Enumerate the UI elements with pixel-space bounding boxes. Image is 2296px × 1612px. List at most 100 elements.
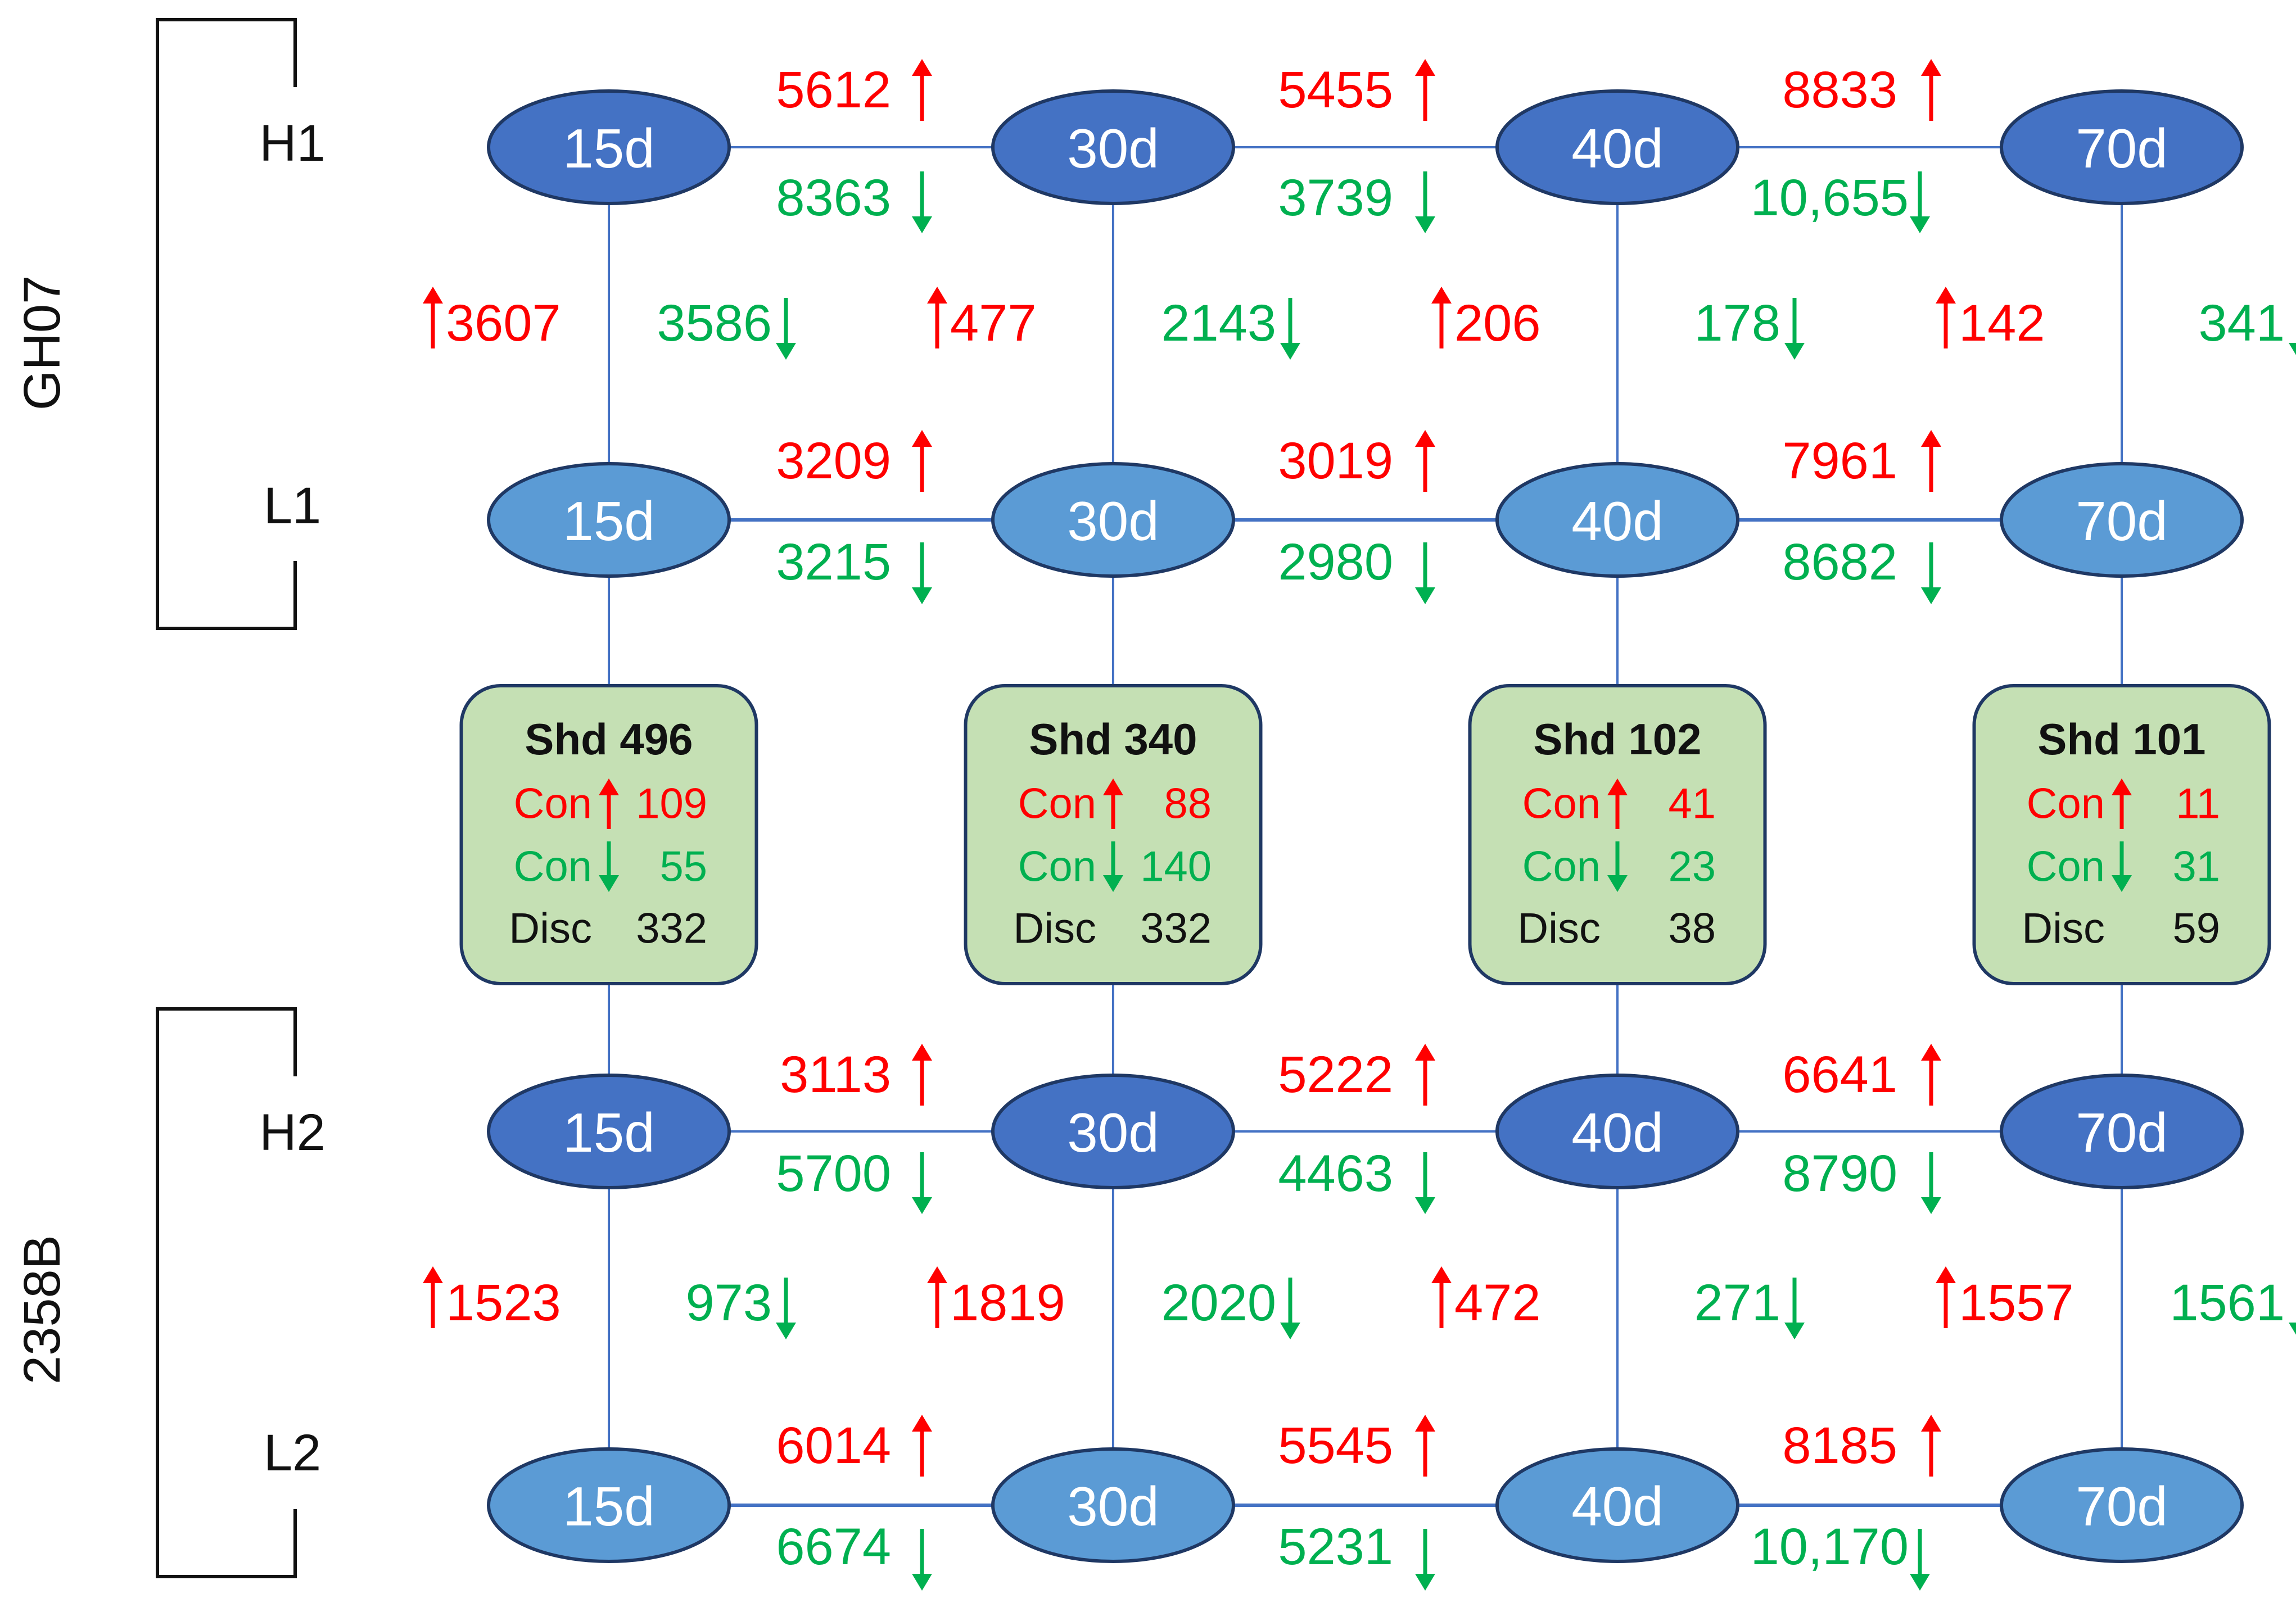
row-label-l2: L2 (264, 1424, 321, 1482)
con-up-count: 11 (2176, 780, 2220, 828)
disc-label: Disc (509, 905, 592, 953)
edge-down-count: 8363 (776, 169, 891, 227)
node-shape (991, 462, 1235, 578)
con-up-label: Con (1018, 780, 1096, 828)
up-arrow-icon (1415, 1044, 1435, 1106)
box-shape (459, 684, 758, 985)
node-l2-15d: 15d (487, 1447, 731, 1563)
node-label: 40d (1571, 1102, 1664, 1163)
up-arrow-icon (1431, 1266, 1452, 1328)
up-arrow-icon (1103, 778, 1123, 829)
node-l1-30d: 30d (991, 462, 1235, 578)
vertical-up-count: 1819 (950, 1274, 1065, 1332)
vertical-down-count: 178 (1694, 295, 1781, 352)
node-label: 30d (1067, 490, 1159, 552)
box-shape (964, 684, 1263, 985)
vertical-down-count: 271 (1694, 1274, 1781, 1332)
vertical-down-count: 2143 (1161, 295, 1276, 352)
con-up-count: 109 (636, 780, 707, 828)
up-arrow-icon (1921, 1415, 1941, 1477)
down-arrow-icon (599, 841, 619, 892)
node-label: 30d (1067, 1102, 1159, 1163)
edge-down-count: 5700 (776, 1145, 891, 1202)
node-label: 40d (1571, 1475, 1664, 1537)
up-arrow-icon (1431, 287, 1452, 348)
node-shape (2000, 462, 2244, 578)
box-title: Shd 102 (1533, 714, 1701, 764)
edge-down-count: 8682 (1782, 533, 1897, 591)
edge-down-count: 6674 (776, 1518, 891, 1575)
con-down-label: Con (1018, 843, 1096, 891)
node-shape (1495, 1074, 1739, 1189)
up-arrow-icon (599, 778, 619, 829)
node-label: 70d (2076, 490, 2168, 552)
shared-deg-boxes: Shd 496 Con 109 Con 55 Disc 332 Shd 340 Con 88 Con… (459, 684, 2271, 985)
up-arrow-icon (1415, 1415, 1435, 1477)
down-arrow-icon (1415, 1529, 1435, 1591)
up-arrow-icon (1607, 778, 1628, 829)
box-title: Shd 496 (525, 714, 693, 764)
edge-up-count: 6641 (1782, 1046, 1897, 1103)
edge-up-count: 3113 (780, 1046, 891, 1103)
node-shape (1495, 462, 1739, 578)
node-label: 30d (1067, 117, 1159, 179)
row-label-h2: H2 (259, 1104, 326, 1161)
node-shape (2000, 1074, 2244, 1189)
vertical-down-count: 973 (686, 1274, 772, 1332)
vertical-up-count: 472 (1454, 1274, 1541, 1332)
down-arrow-icon (1280, 298, 1300, 360)
con-up-count: 88 (1164, 780, 1212, 828)
shared-box-3: Shd 102 Con 41 Con 23 Disc 38 (1468, 684, 1767, 985)
down-arrow-icon (1921, 1152, 1941, 1214)
up-arrow-icon (1415, 430, 1435, 492)
disc-label: Disc (1517, 905, 1601, 953)
gh07-bracket (156, 18, 297, 630)
up-arrow-icon (912, 59, 932, 121)
timepoint-nodes: 15d 30d 40d 70d 15d 30d 40d 70d 15d 30d 40d 70d 15d 3… (487, 89, 2244, 1563)
con-down-label: Con (514, 843, 592, 891)
disc-label: Disc (1013, 905, 1096, 953)
up-arrow-icon (1921, 59, 1941, 121)
box-title: Shd 101 (2037, 714, 2205, 764)
group-label-2358b: 2358B (13, 1235, 71, 1384)
vertical-down-count: 2020 (1161, 1274, 1276, 1332)
down-arrow-icon (912, 1152, 932, 1214)
edge-up-count: 3019 (1278, 432, 1393, 490)
con-down-count: 55 (659, 843, 707, 891)
up-arrow-icon (912, 1415, 932, 1477)
node-shape (2000, 1447, 2244, 1563)
vertical-up-count: 206 (1454, 295, 1541, 352)
b2358-bracket (156, 1007, 297, 1578)
up-arrow-icon (1921, 1044, 1941, 1106)
down-arrow-icon (1784, 298, 1805, 360)
down-arrow-icon (2112, 841, 2132, 892)
con-up-label: Con (514, 780, 592, 828)
down-arrow-icon (912, 1529, 932, 1591)
up-arrow-icon (927, 1266, 947, 1328)
row-label-h1: H1 (259, 115, 326, 172)
edge-down-count: 8790 (1782, 1145, 1897, 1202)
node-shape (1495, 89, 1739, 205)
disc-count: 38 (1668, 905, 1716, 953)
node-label: 15d (563, 1102, 655, 1163)
down-arrow-icon (2289, 1323, 2296, 1335)
node-label: 70d (2076, 1475, 2168, 1537)
node-label: 70d (2076, 1102, 2168, 1163)
down-arrow-icon (1607, 841, 1628, 892)
down-arrow-icon (1280, 1278, 1300, 1339)
node-label: 70d (2076, 117, 2168, 179)
down-arrow-icon (912, 542, 932, 604)
node-h2-70d: 70d (2000, 1074, 2244, 1189)
node-h1-40d: 40d (1495, 89, 1739, 205)
down-arrow-icon (2289, 343, 2296, 355)
con-down-label: Con (1522, 843, 1601, 891)
node-shape (487, 462, 731, 578)
vertical-up-count: 1557 (1959, 1274, 2074, 1332)
vertical-up-count: 477 (950, 295, 1037, 352)
edge-down-count: 10,170 (1751, 1518, 1909, 1575)
down-arrow-icon (776, 1278, 796, 1339)
edge-down-count: 4463 (1278, 1145, 1393, 1202)
up-arrow-icon (1936, 1266, 1956, 1328)
down-arrow-icon (1921, 542, 1941, 604)
